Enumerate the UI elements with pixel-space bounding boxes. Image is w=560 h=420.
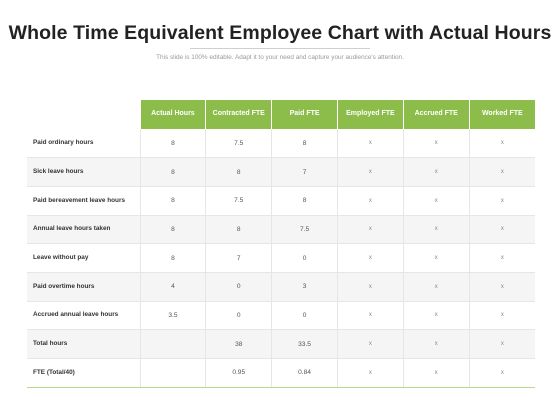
table-cell: x: [336, 243, 404, 273]
row-label: Leave without pay: [27, 243, 140, 273]
table-cell: x: [402, 129, 470, 159]
table-cell: x: [468, 157, 535, 187]
column-header-worked-fte: Worked FTE: [468, 100, 535, 129]
table-cell: 33.5: [271, 329, 338, 359]
table-cell: 7.5: [205, 186, 272, 216]
fte-table: Actual Hours Contracted FTE Paid FTE Emp…: [27, 100, 535, 388]
table-cell: x: [468, 329, 535, 359]
table-cell: 8: [205, 215, 272, 245]
table-cell: 0: [271, 301, 338, 331]
table-corner-cell: [27, 100, 140, 129]
table-cell: 7: [205, 243, 272, 273]
column-header-employed-fte: Employed FTE: [336, 100, 404, 129]
table-cell: 4: [139, 272, 206, 302]
table-row: Total hours 38 33.5 x x x: [27, 329, 535, 359]
table-cell: 8: [271, 186, 338, 216]
table-cell: 8: [139, 186, 206, 216]
table-cell: 8: [205, 157, 272, 187]
table-cell: x: [402, 301, 470, 331]
table-row: Leave without pay 8 7 0 x x x: [27, 243, 535, 273]
table-cell: x: [468, 243, 535, 273]
row-label: Paid overtime hours: [27, 272, 140, 302]
column-header-paid-fte: Paid FTE: [271, 100, 338, 129]
table-cell: 3.5: [139, 301, 206, 331]
table-cell: 7.5: [271, 215, 338, 245]
table-cell: x: [336, 186, 404, 216]
table-cell: 0: [205, 272, 272, 302]
page-subtitle: This slide is 100% editable. Adapt it to…: [156, 54, 404, 61]
table-cell: 8: [139, 129, 206, 159]
table-cell: [139, 358, 206, 388]
table-cell: x: [336, 215, 404, 245]
table-row: Paid overtime hours 4 0 3 x x x: [27, 272, 535, 302]
table-row: Sick leave hours 8 8 7 x x x: [27, 157, 535, 187]
page-title: Whole Time Equivalent Employee Chart wit…: [8, 22, 552, 44]
table-cell: 8: [139, 215, 206, 245]
table-cell: 0.95: [205, 358, 272, 388]
table-cell: [139, 329, 206, 359]
column-header-contracted-fte: Contracted FTE: [205, 100, 272, 129]
table-cell: 7: [271, 157, 338, 187]
table-cell: 0: [271, 243, 338, 273]
table-cell: 8: [139, 157, 206, 187]
table-cell: x: [336, 129, 404, 159]
table-cell: x: [468, 272, 535, 302]
table-cell: x: [468, 358, 535, 388]
table-cell: 3: [271, 272, 338, 302]
table-cell: x: [468, 301, 535, 331]
table-cell: x: [468, 186, 535, 216]
table-cell: x: [402, 157, 470, 187]
table-cell: 8: [271, 129, 338, 159]
table-cell: x: [336, 301, 404, 331]
table-cell: x: [402, 272, 470, 302]
row-label: Annual leave hours taken: [27, 215, 140, 245]
table-cell: x: [402, 243, 470, 273]
row-label: FTE (Total/40): [27, 358, 140, 388]
table-cell: 7.5: [205, 129, 272, 159]
row-label: Paid ordinary hours: [27, 129, 140, 159]
table-cell: x: [468, 215, 535, 245]
table-cell: 0: [205, 301, 272, 331]
table-cell: x: [468, 129, 535, 159]
table-row: Paid bereavement leave hours 8 7.5 8 x x x: [27, 186, 535, 216]
column-header-accrued-fte: Accrued FTE: [402, 100, 470, 129]
title-divider: [190, 48, 370, 49]
table-row: Annual leave hours taken 8 8 7.5 x x x: [27, 215, 535, 245]
table-cell: x: [402, 358, 470, 388]
table-cell: 0.84: [271, 358, 338, 388]
table-row: Paid ordinary hours 8 7.5 8 x x x: [27, 129, 535, 159]
table-cell: 8: [139, 243, 206, 273]
table-cell: x: [336, 329, 404, 359]
table-row: Accrued annual leave hours 3.5 0 0 x x x: [27, 301, 535, 331]
row-label: Paid bereavement leave hours: [27, 186, 140, 216]
table-cell: x: [402, 186, 470, 216]
table-body: Paid ordinary hours 8 7.5 8 x x x Sick leave ho…: [27, 129, 535, 388]
table-cell: x: [336, 358, 404, 388]
table-cell: x: [336, 157, 404, 187]
table-cell: 38: [205, 329, 272, 359]
table-cell: x: [402, 215, 470, 245]
table-row: FTE (Total/40) 0.95 0.84 x x x: [27, 358, 535, 388]
table-cell: x: [402, 329, 470, 359]
table-cell: x: [336, 272, 404, 302]
table-header-row: Actual Hours Contracted FTE Paid FTE Emp…: [27, 100, 535, 129]
column-header-actual-hours: Actual Hours: [139, 100, 206, 129]
row-label: Total hours: [27, 329, 140, 359]
row-label: Accrued annual leave hours: [27, 301, 140, 331]
row-label: Sick leave hours: [27, 157, 140, 187]
